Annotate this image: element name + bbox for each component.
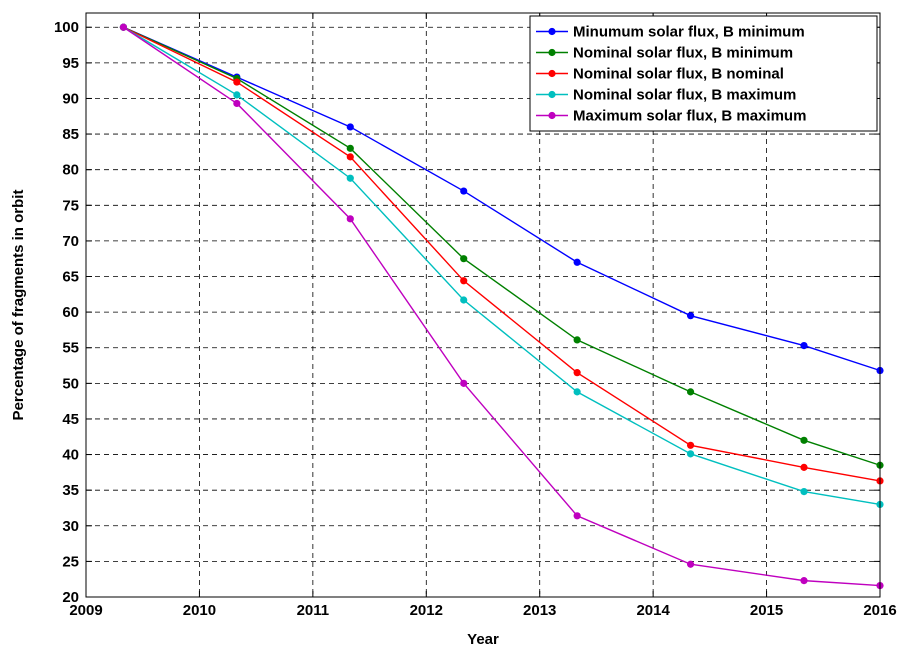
data-point xyxy=(686,450,695,458)
data-point xyxy=(800,341,808,350)
y-tick-label: 80 xyxy=(62,162,79,179)
x-tick-label: 2016 xyxy=(863,602,896,619)
y-tick-label: 40 xyxy=(62,447,79,464)
data-point xyxy=(460,379,468,387)
y-tick-label: 95 xyxy=(62,55,79,72)
data-point xyxy=(346,174,354,182)
y-tick-label: 55 xyxy=(62,340,79,357)
data-point xyxy=(800,487,808,496)
data-point xyxy=(460,187,468,195)
data-point xyxy=(346,123,354,131)
y-tick-label: 50 xyxy=(62,375,79,392)
legend-swatch-marker xyxy=(548,111,556,120)
legend: Minumum solar flux, B minimum Nominal sol… xyxy=(529,15,878,132)
y-tick-label: 45 xyxy=(62,411,79,428)
y-axis-label: Percentage of fragments in orbit xyxy=(10,190,27,421)
y-tick-label: 30 xyxy=(62,518,79,535)
data-point xyxy=(573,258,581,266)
y-tick-label: 85 xyxy=(62,126,79,143)
y-tick-label: 70 xyxy=(62,233,79,250)
series-line xyxy=(123,26,881,466)
legend-label: Nominal solar flux, B nominal xyxy=(573,66,784,83)
data-point xyxy=(346,215,354,223)
series-line xyxy=(123,26,881,372)
data-point xyxy=(573,512,581,520)
x-tick-label: 2009 xyxy=(69,602,102,619)
data-point xyxy=(573,336,581,344)
data-point xyxy=(460,255,468,263)
legend-label: Nominal solar flux, B maximum xyxy=(573,87,796,104)
legend-swatch-marker xyxy=(548,69,556,78)
x-tick-label: 2012 xyxy=(410,602,443,619)
legend-box xyxy=(529,15,878,132)
series-line xyxy=(123,26,881,587)
y-tick-label: 60 xyxy=(62,304,79,321)
x-tick-label: 2011 xyxy=(297,602,330,619)
x-axis-label: Year xyxy=(467,631,499,648)
data-point xyxy=(800,463,808,471)
y-tick-label: 35 xyxy=(62,482,79,499)
data-point xyxy=(346,153,354,161)
data-point xyxy=(800,577,808,585)
legend-item: Minumum solar flux, B minimum xyxy=(536,24,805,41)
data-point xyxy=(119,23,128,31)
legend-item: Nominal solar flux, B nominal xyxy=(536,66,784,83)
legend-swatch-marker xyxy=(548,48,556,57)
x-tick-label: 2010 xyxy=(183,602,216,619)
y-tick-label: 75 xyxy=(62,197,79,214)
legend-label: Nominal solar flux, B minimum xyxy=(573,45,793,62)
y-tick-label: 65 xyxy=(62,269,79,286)
legend-item: Nominal solar flux, B minimum xyxy=(536,45,793,62)
y-tick-label: 20 xyxy=(62,589,79,606)
data-point xyxy=(686,441,695,449)
series-layer xyxy=(119,23,884,590)
y-tick-label: 100 xyxy=(54,19,79,36)
data-point xyxy=(573,369,581,377)
data-point xyxy=(460,277,468,285)
legend-swatch-marker xyxy=(548,90,556,99)
data-point xyxy=(346,144,354,152)
data-point xyxy=(800,436,808,444)
legend-swatch-marker xyxy=(548,27,556,36)
series-line xyxy=(123,26,881,482)
legend-item: Nominal solar flux, B maximum xyxy=(536,87,796,104)
x-tick-label: 2014 xyxy=(636,602,670,619)
y-tick-label: 90 xyxy=(62,90,79,107)
data-point xyxy=(686,560,695,568)
x-tick-label: 2013 xyxy=(523,602,556,619)
series-line xyxy=(123,26,881,506)
data-point xyxy=(686,312,695,320)
data-point xyxy=(233,78,241,86)
x-tick-label: 2015 xyxy=(750,602,783,619)
data-point xyxy=(686,388,695,396)
data-point xyxy=(233,91,241,99)
tick-layer: 2009 2010 2011 2012 2013 2014 2015 2016 20 25 30 35… xyxy=(54,13,897,619)
data-point xyxy=(460,296,468,304)
plot-frame xyxy=(85,12,881,598)
data-point xyxy=(233,99,241,108)
legend-label: Minumum solar flux, B minimum xyxy=(573,24,805,41)
legend-item: Maximum solar flux, B maximum xyxy=(536,108,806,125)
series-5 xyxy=(119,23,884,590)
y-tick-label: 25 xyxy=(62,553,79,570)
legend-label: Maximum solar flux, B maximum xyxy=(573,108,806,125)
data-point xyxy=(573,388,581,396)
